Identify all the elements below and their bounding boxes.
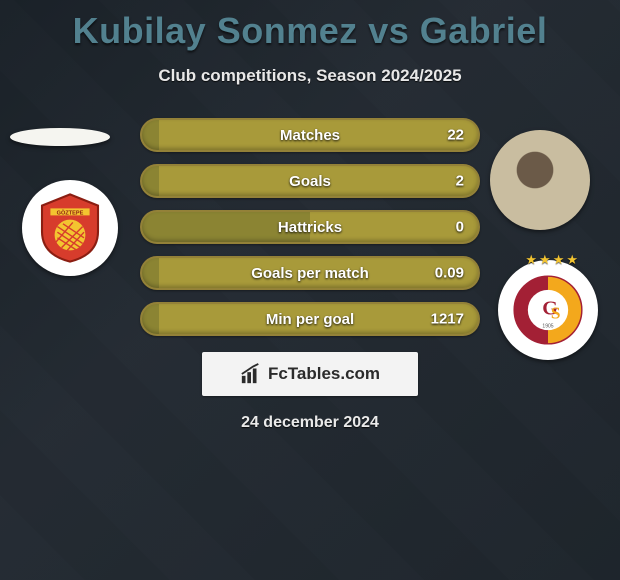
player-left-avatar (10, 128, 110, 146)
stat-value-right: 0 (456, 219, 464, 236)
brand-logo[interactable]: FcTables.com (202, 352, 418, 396)
stat-value-right: 22 (447, 127, 464, 144)
stat-bar: Goals 2 (140, 164, 480, 198)
stat-label: Min per goal (266, 311, 354, 328)
stat-bar: Hattricks 0 (140, 210, 480, 244)
stat-bar: Min per goal 1217 (140, 302, 480, 336)
stat-value-right: 1217 (431, 311, 464, 328)
galatasaray-crest-icon: G S 1905 (512, 274, 584, 346)
club-right-stars: ★★★★ (525, 252, 578, 268)
svg-text:1905: 1905 (542, 323, 553, 329)
stat-label: Matches (280, 127, 340, 144)
page-title: Kubilay Sonmez vs Gabriel (0, 0, 620, 52)
goztepe-crest-icon: GÖZTEPE (35, 193, 105, 263)
club-badge-left: GÖZTEPE (22, 180, 118, 276)
stat-value-right: 0.09 (435, 265, 464, 282)
brand-text: FcTables.com (268, 364, 380, 384)
stat-label: Hattricks (278, 219, 342, 236)
competition-subtitle: Club competitions, Season 2024/2025 (0, 66, 620, 86)
stat-label: Goals per match (251, 265, 369, 282)
club-badge-right: G S 1905 (498, 260, 598, 360)
stat-value-right: 2 (456, 173, 464, 190)
stat-bar: Matches 22 (140, 118, 480, 152)
stat-bar: Goals per match 0.09 (140, 256, 480, 290)
svg-text:GÖZTEPE: GÖZTEPE (57, 210, 84, 217)
svg-text:S: S (551, 304, 561, 323)
comparison-date: 24 december 2024 (0, 414, 620, 432)
stat-label: Goals (289, 173, 331, 190)
chart-icon (240, 363, 262, 385)
player-right-avatar (490, 130, 590, 230)
